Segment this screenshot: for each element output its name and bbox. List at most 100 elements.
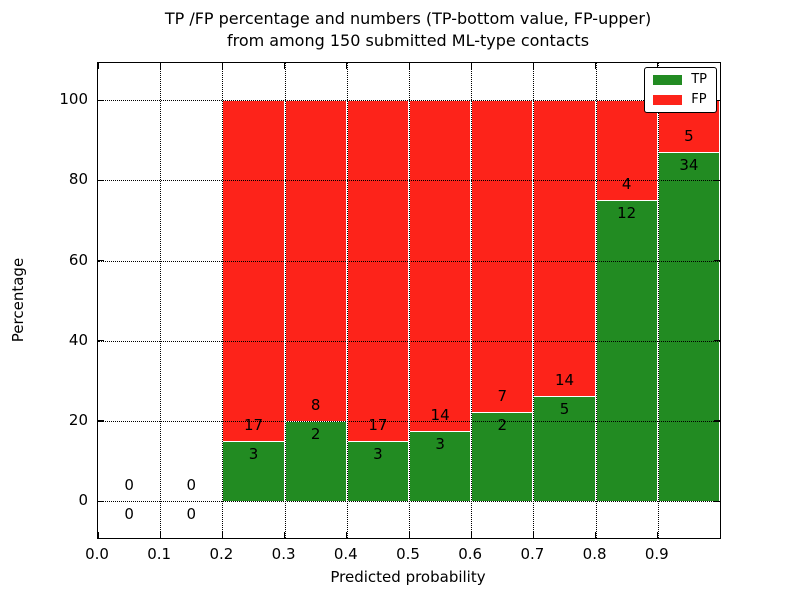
x-tick-mark — [470, 63, 472, 69]
x-tick-mark — [595, 63, 597, 69]
annotation-tp-count: 12 — [617, 204, 637, 223]
bar-fp — [222, 100, 285, 441]
plot-area: 0 0 0 0 17 3 8 2 17 3 14 3 7 2 14 5 4 12 5 34 TP FP — [97, 62, 721, 539]
y-axis-label: Percentage — [9, 257, 27, 343]
x-tick-label: 0.4 — [333, 545, 358, 563]
x-tick-mark — [159, 63, 161, 69]
legend-label: FP — [691, 92, 707, 107]
chart-title-line1: TP /FP percentage and numbers (TP-bottom… — [164, 9, 652, 28]
y-tick-label: 0 — [78, 491, 88, 510]
annotation-tp-count: 3 — [435, 434, 445, 453]
x-tick-label: 0.6 — [458, 545, 483, 563]
x-tick-label: 0.0 — [85, 545, 109, 563]
x-tick-mark — [408, 63, 410, 69]
gridline-v — [471, 63, 473, 538]
gridline-v — [657, 63, 659, 538]
annotation-tp-count: 3 — [373, 444, 383, 463]
x-tick-mark — [221, 532, 224, 538]
y-tick-mark — [98, 260, 104, 262]
bar-fp — [284, 100, 347, 421]
x-tick-mark — [284, 532, 286, 538]
legend-item: FP — [653, 93, 707, 107]
legend: TP FP — [644, 67, 717, 113]
x-tick-label: 0.7 — [520, 545, 545, 563]
x-tick-mark — [97, 63, 99, 69]
bar-tp — [222, 440, 285, 502]
x-tick-label: 0.1 — [147, 545, 172, 563]
y-tick-mark — [714, 179, 720, 182]
y-tick-mark — [714, 260, 720, 262]
x-tick-mark — [532, 63, 535, 69]
x-tick-mark — [719, 532, 721, 538]
gridline-v — [222, 63, 224, 538]
annotation-fp-count: 14 — [554, 370, 575, 389]
y-tick-mark — [98, 179, 104, 182]
annotation-tp-count: 5 — [559, 399, 570, 418]
annotation-fp-count: 17 — [243, 415, 264, 434]
annotation-fp-count: 7 — [497, 387, 508, 406]
gridline-v — [409, 63, 410, 538]
x-tick-mark — [719, 63, 721, 69]
bar-tp — [346, 440, 409, 502]
x-tick-mark — [159, 532, 161, 538]
bar-fp — [533, 100, 596, 396]
gridline-v — [284, 63, 286, 538]
gridline-v — [160, 63, 162, 538]
x-tick-label: 0.5 — [396, 545, 420, 563]
x-tick-label: 0.8 — [582, 545, 607, 563]
annotation-fp-count: 4 — [621, 175, 632, 194]
bar-fp — [471, 100, 534, 413]
bar-fp — [409, 100, 472, 431]
annotation-fp-count: 5 — [684, 126, 694, 145]
annotation-tp-count: 3 — [248, 444, 259, 463]
x-tick-mark — [657, 532, 659, 538]
tp-legend-swatch — [653, 75, 683, 85]
y-tick-label: 60 — [68, 250, 88, 269]
x-tick-mark — [346, 532, 348, 538]
annotation-tp-count: 0 — [124, 505, 134, 524]
x-tick-label: 0.2 — [209, 545, 234, 563]
chart-title: TP /FP percentage and numbers (TP-bottom… — [97, 8, 719, 52]
gridline-v — [346, 63, 348, 538]
x-tick-mark — [346, 63, 348, 69]
y-tick-label: 100 — [59, 90, 88, 109]
annotation-tp-count: 34 — [679, 155, 699, 174]
y-tick-label: 20 — [68, 410, 88, 429]
y-tick-label: 40 — [68, 330, 88, 349]
annotation-fp-count: 0 — [186, 476, 197, 495]
x-tick-mark — [470, 532, 472, 538]
x-axis-label: Predicted probability — [330, 568, 486, 586]
x-tick-mark — [408, 532, 410, 538]
bar-tp — [409, 430, 472, 502]
y-tick-mark — [714, 420, 720, 422]
x-tick-mark — [221, 63, 224, 69]
annotation-fp-count: 14 — [430, 405, 450, 424]
gridline-v — [533, 63, 535, 538]
x-tick-label: 0.3 — [271, 545, 296, 563]
y-tick-mark — [98, 340, 104, 342]
bar-tp — [657, 151, 720, 502]
annotation-tp-count: 2 — [497, 416, 508, 435]
annotation-tp-count: 2 — [310, 424, 321, 443]
bar-tp — [533, 395, 596, 502]
x-tick-label: 0.9 — [644, 545, 669, 563]
y-tick-mark — [98, 420, 104, 422]
annotation-fp-count: 17 — [368, 415, 388, 434]
x-tick-mark — [97, 532, 99, 538]
y-tick-mark — [714, 500, 720, 502]
y-tick-mark — [98, 500, 104, 502]
x-tick-mark — [657, 63, 659, 69]
chart-title-line2: from among 150 submitted ML-type contact… — [226, 31, 590, 50]
bar-tp — [595, 200, 658, 502]
y-tick-mark — [714, 99, 720, 101]
x-tick-mark — [284, 63, 286, 69]
bar-tp — [471, 412, 534, 502]
x-tick-mark — [532, 532, 535, 538]
bar-fp — [346, 100, 409, 441]
bar-fp — [595, 100, 658, 201]
legend-item: TP — [653, 73, 707, 87]
annotation-fp-count: 8 — [310, 395, 321, 414]
y-tick-mark — [98, 99, 104, 101]
annotation-fp-count: 0 — [124, 476, 134, 495]
